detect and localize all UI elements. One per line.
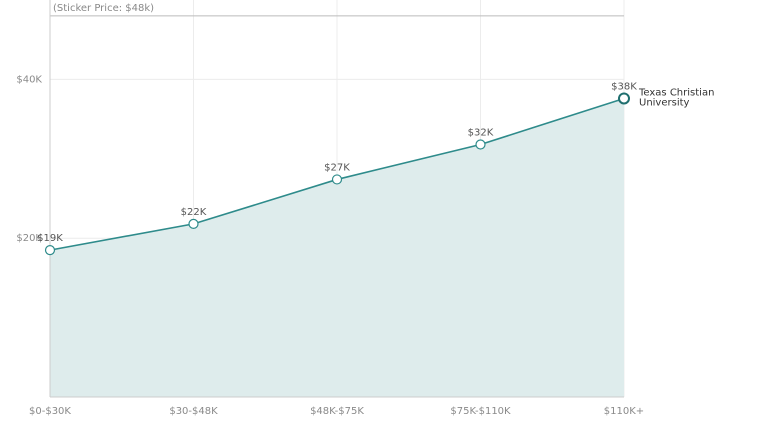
data-point xyxy=(475,139,486,150)
data-point xyxy=(618,92,630,105)
y-tick-label: $20K xyxy=(16,233,42,244)
data-label: $22K xyxy=(181,207,207,218)
x-tick-label: $30-$48K xyxy=(169,406,218,417)
data-point xyxy=(44,245,56,256)
series-area xyxy=(50,98,624,398)
data-point xyxy=(188,218,199,230)
data-point xyxy=(331,174,343,185)
data-label: $38K xyxy=(611,81,637,92)
data-label: $27K xyxy=(324,162,350,173)
series-name-label: Texas Christian University xyxy=(638,87,714,108)
x-tick-label: $0-$30K xyxy=(29,406,71,417)
x-tick-label: $110K+ xyxy=(604,406,644,417)
data-label: $19K xyxy=(37,233,63,244)
sticker-price-reference: (Sticker Price: $48k) xyxy=(50,3,624,17)
x-tick-label: $75K-$110K xyxy=(450,406,511,417)
x-tick-label: $48K-$75K xyxy=(310,406,364,417)
sticker-price-label: (Sticker Price: $48k) xyxy=(53,3,154,14)
y-tick-label: $40K xyxy=(16,74,42,85)
data-label: $32K xyxy=(468,128,494,139)
axes: $20K $40K $0-$30K $30-$48K $48K-$75K $75K-$11… xyxy=(16,0,644,417)
